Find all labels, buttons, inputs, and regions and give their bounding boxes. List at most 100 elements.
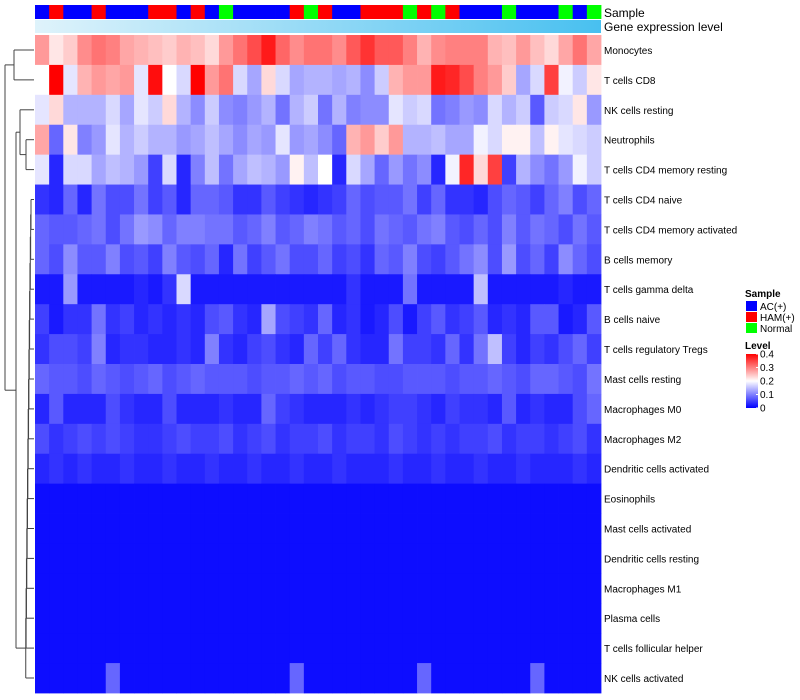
heat-cell bbox=[105, 663, 121, 694]
sample-annotation-cell bbox=[318, 5, 333, 19]
sample-annotation-cell bbox=[388, 5, 404, 19]
heat-cell bbox=[49, 543, 64, 574]
heat-cell bbox=[445, 304, 460, 335]
heat-cell bbox=[49, 573, 64, 604]
heat-cell bbox=[360, 513, 375, 544]
heat-cell bbox=[346, 244, 361, 275]
heat-cell bbox=[558, 274, 574, 305]
heat-cell bbox=[530, 663, 545, 694]
heat-cell bbox=[261, 274, 276, 305]
heat-cell bbox=[487, 483, 503, 514]
heat-cell bbox=[473, 513, 489, 544]
sample-annotation-cell bbox=[134, 5, 149, 19]
heat-cell bbox=[233, 94, 248, 126]
heat-cell bbox=[148, 244, 163, 275]
heat-cell bbox=[501, 483, 517, 514]
sample-annotation-cell bbox=[247, 5, 262, 19]
heat-cell bbox=[63, 633, 78, 664]
heat-cell bbox=[431, 513, 446, 544]
heat-cell bbox=[558, 633, 574, 664]
heat-cell bbox=[318, 334, 333, 365]
heat-cell bbox=[148, 393, 163, 425]
heat-cell bbox=[544, 244, 559, 275]
heat-cell bbox=[572, 603, 588, 634]
heat-cell bbox=[530, 334, 545, 365]
heat-cell bbox=[586, 543, 602, 574]
heat-cell bbox=[346, 184, 361, 215]
heat-cell bbox=[487, 304, 503, 335]
heat-cell bbox=[119, 513, 135, 544]
heat-cell bbox=[162, 274, 177, 305]
heat-cell bbox=[346, 124, 361, 156]
sample-annotation-cell bbox=[261, 5, 276, 19]
heat-cell bbox=[176, 483, 192, 514]
heat-cell bbox=[233, 64, 248, 96]
heat-cell bbox=[473, 304, 489, 335]
heat-cell bbox=[148, 603, 163, 634]
heat-cell bbox=[218, 663, 234, 694]
level-color-bar bbox=[746, 354, 758, 408]
heat-cell bbox=[63, 274, 78, 305]
heat-cell bbox=[431, 35, 446, 66]
heat-cell bbox=[204, 94, 220, 126]
heat-cell bbox=[35, 483, 50, 514]
heat-cell bbox=[275, 393, 291, 425]
heat-cell bbox=[332, 453, 347, 485]
heat-cell bbox=[388, 573, 404, 604]
heat-cell bbox=[303, 603, 319, 634]
sample-annotation-cell bbox=[558, 5, 574, 19]
heat-cell bbox=[261, 393, 276, 425]
heat-cell bbox=[473, 603, 489, 634]
sample-annotation-cell bbox=[35, 5, 50, 19]
heat-cell bbox=[586, 214, 602, 245]
heat-cell bbox=[586, 364, 602, 395]
heat-cell bbox=[218, 334, 234, 365]
heat-cell bbox=[119, 64, 135, 96]
heat-cell bbox=[332, 244, 347, 275]
heat-cell bbox=[431, 124, 446, 156]
heat-cell bbox=[473, 64, 489, 96]
heat-cell bbox=[261, 304, 276, 335]
heat-cell bbox=[388, 423, 404, 455]
legend-entry-label: AC(+) bbox=[760, 302, 786, 313]
heat-cell bbox=[148, 483, 163, 514]
heat-cell bbox=[148, 663, 163, 694]
heat-cell bbox=[402, 35, 418, 66]
heat-cell bbox=[162, 244, 177, 275]
heat-cell bbox=[233, 423, 248, 455]
heat-cell bbox=[445, 513, 460, 544]
heat-cell bbox=[558, 304, 574, 335]
heat-cell bbox=[105, 94, 121, 126]
heat-cell bbox=[204, 393, 220, 425]
heat-cell bbox=[148, 423, 163, 455]
heat-cell bbox=[303, 334, 319, 365]
heat-cell bbox=[544, 393, 559, 425]
heat-cell bbox=[360, 453, 375, 485]
heat-cell bbox=[91, 334, 107, 365]
heat-cell bbox=[134, 483, 149, 514]
heat-cell bbox=[346, 603, 361, 634]
heat-cell bbox=[77, 393, 92, 425]
heat-cell bbox=[487, 214, 503, 245]
heat-cell bbox=[176, 154, 192, 185]
heat-cell bbox=[134, 573, 149, 604]
heat-cell bbox=[501, 453, 517, 485]
heat-cell bbox=[134, 154, 149, 185]
heat-cell bbox=[162, 64, 177, 96]
heat-cell bbox=[134, 513, 149, 544]
heat-cell bbox=[417, 304, 432, 335]
heat-cell bbox=[49, 124, 64, 156]
sample-annotation-cell bbox=[346, 5, 361, 19]
heat-cell bbox=[162, 304, 177, 335]
heat-cell bbox=[431, 393, 446, 425]
heat-cell bbox=[558, 184, 574, 215]
heat-cell bbox=[35, 633, 50, 664]
heat-cell bbox=[402, 94, 418, 126]
heat-cell bbox=[119, 483, 135, 514]
heat-cell bbox=[289, 543, 305, 574]
heat-cell bbox=[572, 214, 588, 245]
heat-cell bbox=[318, 423, 333, 455]
heat-cell bbox=[176, 543, 192, 574]
heat-cell bbox=[558, 663, 574, 694]
heat-cell bbox=[190, 483, 206, 514]
